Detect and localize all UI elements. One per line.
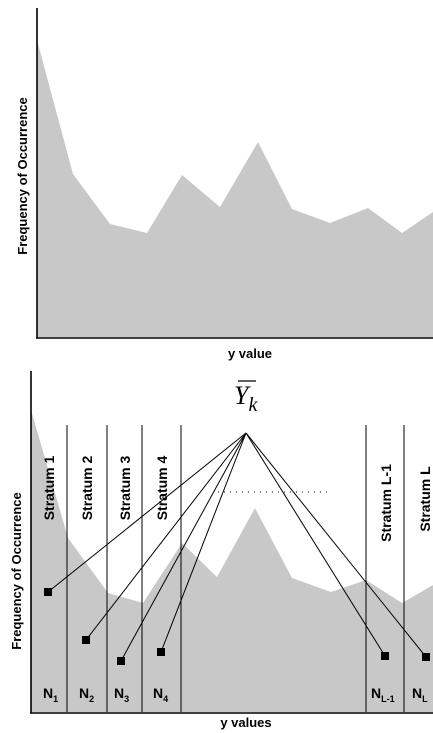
connector-line <box>120 432 247 662</box>
sample-marker <box>117 657 125 665</box>
sample-markers <box>44 588 430 665</box>
stratum-size-label: NL <box>412 685 428 704</box>
mean-symbol-text: Yk <box>234 381 258 416</box>
stratum-label: Stratum 1 <box>41 456 57 521</box>
connector-line <box>245 432 386 657</box>
top-y-axis-title: Frequency of Occurrence <box>15 97 30 255</box>
top-x-axis-title: y value <box>228 346 272 361</box>
connector-line <box>47 432 247 593</box>
bottom-x-axis-title: y values <box>220 715 271 730</box>
connector-line <box>245 432 427 658</box>
sample-connector-lines <box>47 432 427 662</box>
stratum-size-label: N2 <box>79 685 94 704</box>
stratum-dividers <box>66 425 405 712</box>
stratum-size-label: N3 <box>114 685 129 704</box>
bottom-y-axis-title: Frequency of Occurrence <box>9 492 24 650</box>
stratum-mean-symbol: Yk <box>234 380 258 416</box>
top-panel: y value Frequency of Occurrence <box>15 8 433 361</box>
stratum-label: Stratum L <box>417 466 433 532</box>
bottom-panel: Stratum 1 Stratum 2 Stratum 3 Stratum 4 … <box>9 371 433 730</box>
stratum-labels: Stratum 1 Stratum 2 Stratum 3 Stratum 4 … <box>41 456 433 542</box>
sample-marker <box>381 652 389 660</box>
sample-marker <box>157 648 165 656</box>
stratum-size-label: N1 <box>43 685 58 704</box>
stratum-size-labels: N1 N2 N3 N4 NL-1 NL <box>43 685 428 704</box>
stratum-label: Stratum 4 <box>154 456 170 521</box>
stratum-label: Stratum 3 <box>117 456 133 521</box>
stratum-label: Stratum 2 <box>79 456 95 521</box>
sample-marker <box>44 588 52 596</box>
sample-marker <box>82 636 90 644</box>
stratum-label: Stratum L-1 <box>378 464 394 542</box>
connector-line <box>160 432 247 653</box>
stratum-size-label: N4 <box>153 685 168 704</box>
top-distribution-area <box>37 40 433 337</box>
stratum-size-label: NL-1 <box>371 685 395 704</box>
sample-marker <box>422 653 430 661</box>
bottom-distribution-area <box>31 410 433 712</box>
connector-line <box>85 432 247 641</box>
